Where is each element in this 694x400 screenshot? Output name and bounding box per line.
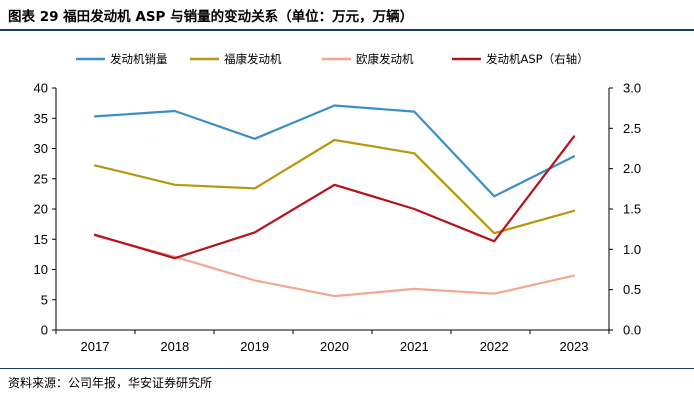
legend-label-4: 发动机ASP（右轴） [486, 52, 589, 66]
x-tick-label: 2017 [81, 339, 110, 354]
y-left-tick-label: 30 [34, 141, 48, 156]
series-lines [93, 104, 576, 298]
y-right-tick-label: 3.0 [623, 81, 641, 96]
series-line-1 [93, 104, 576, 198]
x-tick-label: 2018 [160, 339, 189, 354]
x-tick-label: 2023 [560, 339, 589, 354]
y-left-tick-label: 0 [41, 323, 48, 338]
x-tick-label: 2021 [400, 339, 429, 354]
y-left-tick-label: 25 [34, 171, 48, 186]
x-tick-label: 2022 [480, 339, 509, 354]
legend: 发动机销量 福康发动机 欧康发动机 发动机ASP（右轴） [76, 52, 589, 66]
chart-title: 图表 29 福田发动机 ASP 与销量的变动关系（单位：万元，万辆） [8, 9, 414, 25]
y-right-tick-label: 1.0 [623, 242, 641, 257]
y-left-tick-label: 5 [41, 292, 48, 307]
y-right-tick-label: 0.0 [623, 323, 641, 338]
y-left-tick-label: 10 [34, 262, 48, 277]
title-divider [0, 29, 694, 31]
legend-label-1: 发动机销量 [110, 52, 168, 66]
y-left-tick-label: 20 [34, 202, 48, 217]
legend-label-3: 欧康发动机 [356, 52, 414, 66]
y-left-tick-label: 35 [34, 111, 48, 126]
y-left-tick-label: 40 [34, 81, 48, 96]
series-line-2 [93, 138, 576, 235]
chart: 发动机销量 福康发动机 欧康发动机 发动机ASP（右轴） 0 5 10 15 20 25 30 35… [34, 52, 642, 355]
legend-label-2: 福康发动机 [224, 52, 282, 66]
source-note: 资料来源：公司年报，华安证券研究所 [8, 376, 213, 390]
axes: 0 5 10 15 20 25 30 35 40 0.0 0.5 1.0 1.5 2.0 2.5 3.0 201… [34, 81, 642, 355]
y-right-tick-label: 1.5 [623, 202, 641, 217]
series-line-3 [93, 234, 576, 298]
x-tick-label: 2019 [240, 339, 269, 354]
y-right-tick-label: 2.0 [623, 161, 641, 176]
x-tick-label: 2020 [320, 339, 349, 354]
series-line-4 [93, 135, 576, 260]
footer-divider [0, 368, 694, 369]
y-right-tick-label: 2.5 [623, 121, 641, 136]
y-left-tick-label: 15 [34, 232, 48, 247]
y-right-tick-label: 0.5 [623, 282, 641, 297]
